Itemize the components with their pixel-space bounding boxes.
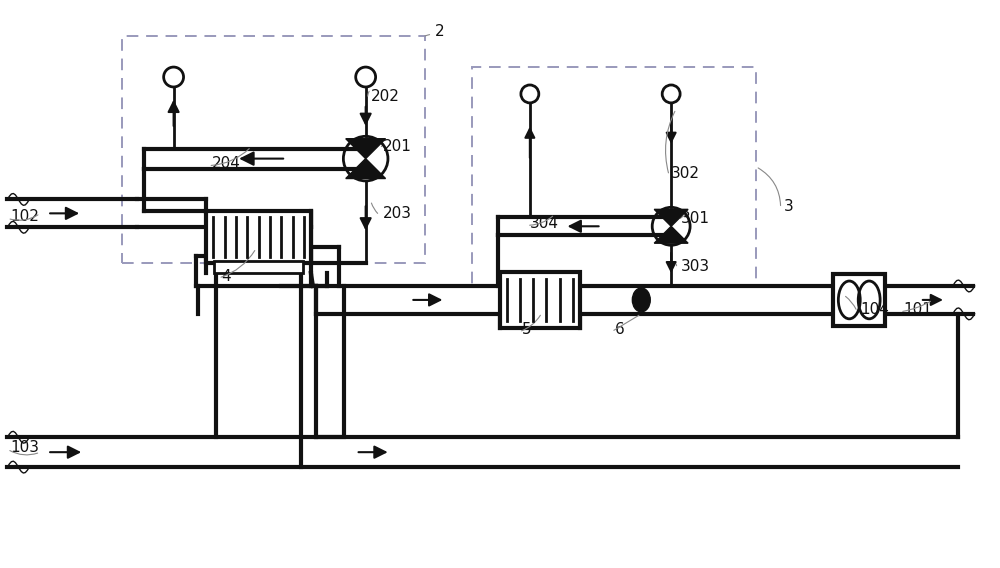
Bar (214, 261, 303, 273)
Bar (833, 274, 885, 326)
Text: 4: 4 (221, 269, 231, 283)
Polygon shape (346, 139, 386, 158)
Bar (206, 211, 311, 263)
Text: 203: 203 (383, 206, 412, 221)
Text: 302: 302 (671, 166, 700, 181)
Text: 5: 5 (522, 322, 532, 337)
Text: 103: 103 (10, 440, 39, 455)
Text: 6: 6 (614, 322, 624, 337)
Polygon shape (654, 210, 688, 226)
Bar (122, 36, 425, 263)
Text: 101: 101 (903, 302, 932, 318)
Text: 301: 301 (681, 211, 710, 226)
Text: 102: 102 (10, 209, 39, 224)
Polygon shape (654, 226, 688, 243)
Text: 204: 204 (211, 156, 240, 171)
Text: 201: 201 (383, 139, 411, 154)
Ellipse shape (632, 288, 650, 312)
Text: 202: 202 (371, 89, 400, 105)
Text: 303: 303 (681, 258, 710, 274)
Text: 104: 104 (860, 302, 889, 318)
Text: 304: 304 (530, 216, 559, 231)
Text: 2: 2 (435, 24, 445, 39)
Bar (500, 272, 580, 328)
Text: 3: 3 (784, 199, 793, 214)
Polygon shape (346, 158, 386, 178)
Bar (472, 67, 756, 286)
